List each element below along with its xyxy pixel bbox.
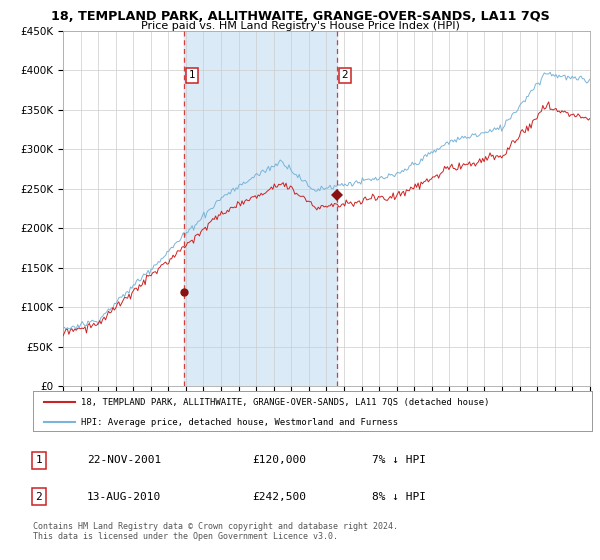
- Text: Price paid vs. HM Land Registry's House Price Index (HPI): Price paid vs. HM Land Registry's House …: [140, 21, 460, 31]
- Bar: [184, 31, 337, 386]
- Text: 1: 1: [188, 70, 195, 80]
- Text: 7% ↓ HPI: 7% ↓ HPI: [372, 455, 426, 465]
- Text: 2: 2: [35, 492, 43, 502]
- Text: 13-AUG-2010: 13-AUG-2010: [87, 492, 161, 502]
- Text: 18, TEMPLAND PARK, ALLITHWAITE, GRANGE-OVER-SANDS, LA11 7QS: 18, TEMPLAND PARK, ALLITHWAITE, GRANGE-O…: [50, 10, 550, 23]
- Text: 18, TEMPLAND PARK, ALLITHWAITE, GRANGE-OVER-SANDS, LA11 7QS (detached house): 18, TEMPLAND PARK, ALLITHWAITE, GRANGE-O…: [80, 398, 489, 407]
- Text: 1: 1: [35, 455, 43, 465]
- Text: 2: 2: [341, 70, 349, 80]
- Text: £120,000: £120,000: [252, 455, 306, 465]
- Text: HPI: Average price, detached house, Westmorland and Furness: HPI: Average price, detached house, West…: [80, 418, 398, 427]
- Text: Contains HM Land Registry data © Crown copyright and database right 2024.
This d: Contains HM Land Registry data © Crown c…: [33, 522, 398, 542]
- Text: 8% ↓ HPI: 8% ↓ HPI: [372, 492, 426, 502]
- Text: £242,500: £242,500: [252, 492, 306, 502]
- Text: 22-NOV-2001: 22-NOV-2001: [87, 455, 161, 465]
